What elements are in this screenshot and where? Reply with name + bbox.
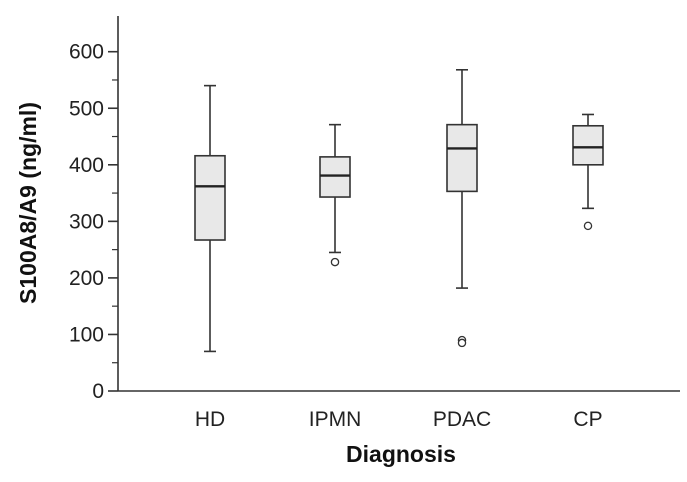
iqr-box xyxy=(194,154,226,241)
outlier-point xyxy=(583,221,593,231)
boxes xyxy=(194,68,604,353)
category-label: CP xyxy=(573,408,602,431)
x-axis-title: Diagnosis xyxy=(346,441,456,467)
y-tick-label: 300 xyxy=(69,210,104,233)
y-tick-label: 600 xyxy=(69,41,104,64)
iqr-box xyxy=(319,156,351,198)
y-ticks xyxy=(108,50,118,392)
y-axis-title: S100A8/A9 (ng/ml) xyxy=(15,102,41,304)
y-tick-labels: 0 100 200 300 400 500 600 xyxy=(69,41,104,403)
iqr-box xyxy=(446,123,478,193)
iqr-box xyxy=(572,124,604,166)
box-cp xyxy=(572,113,604,231)
y-tick-label: 400 xyxy=(69,154,104,177)
axes xyxy=(117,16,680,392)
y-tick-label: 200 xyxy=(69,267,104,290)
y-tick-label: 500 xyxy=(69,97,104,120)
y-tick-label: 0 xyxy=(92,380,104,403)
box-pdac xyxy=(446,68,478,348)
outlier-point xyxy=(330,257,340,267)
outlier-point xyxy=(457,338,467,348)
box-hd xyxy=(194,84,226,353)
category-label: PDAC xyxy=(433,408,491,431)
category-label: IPMN xyxy=(309,408,362,431)
category-labels: HD IPMN PDAC CP xyxy=(195,408,603,431)
y-tick-label: 100 xyxy=(69,323,104,346)
box-ipmn xyxy=(319,123,351,267)
category-label: HD xyxy=(195,408,225,431)
